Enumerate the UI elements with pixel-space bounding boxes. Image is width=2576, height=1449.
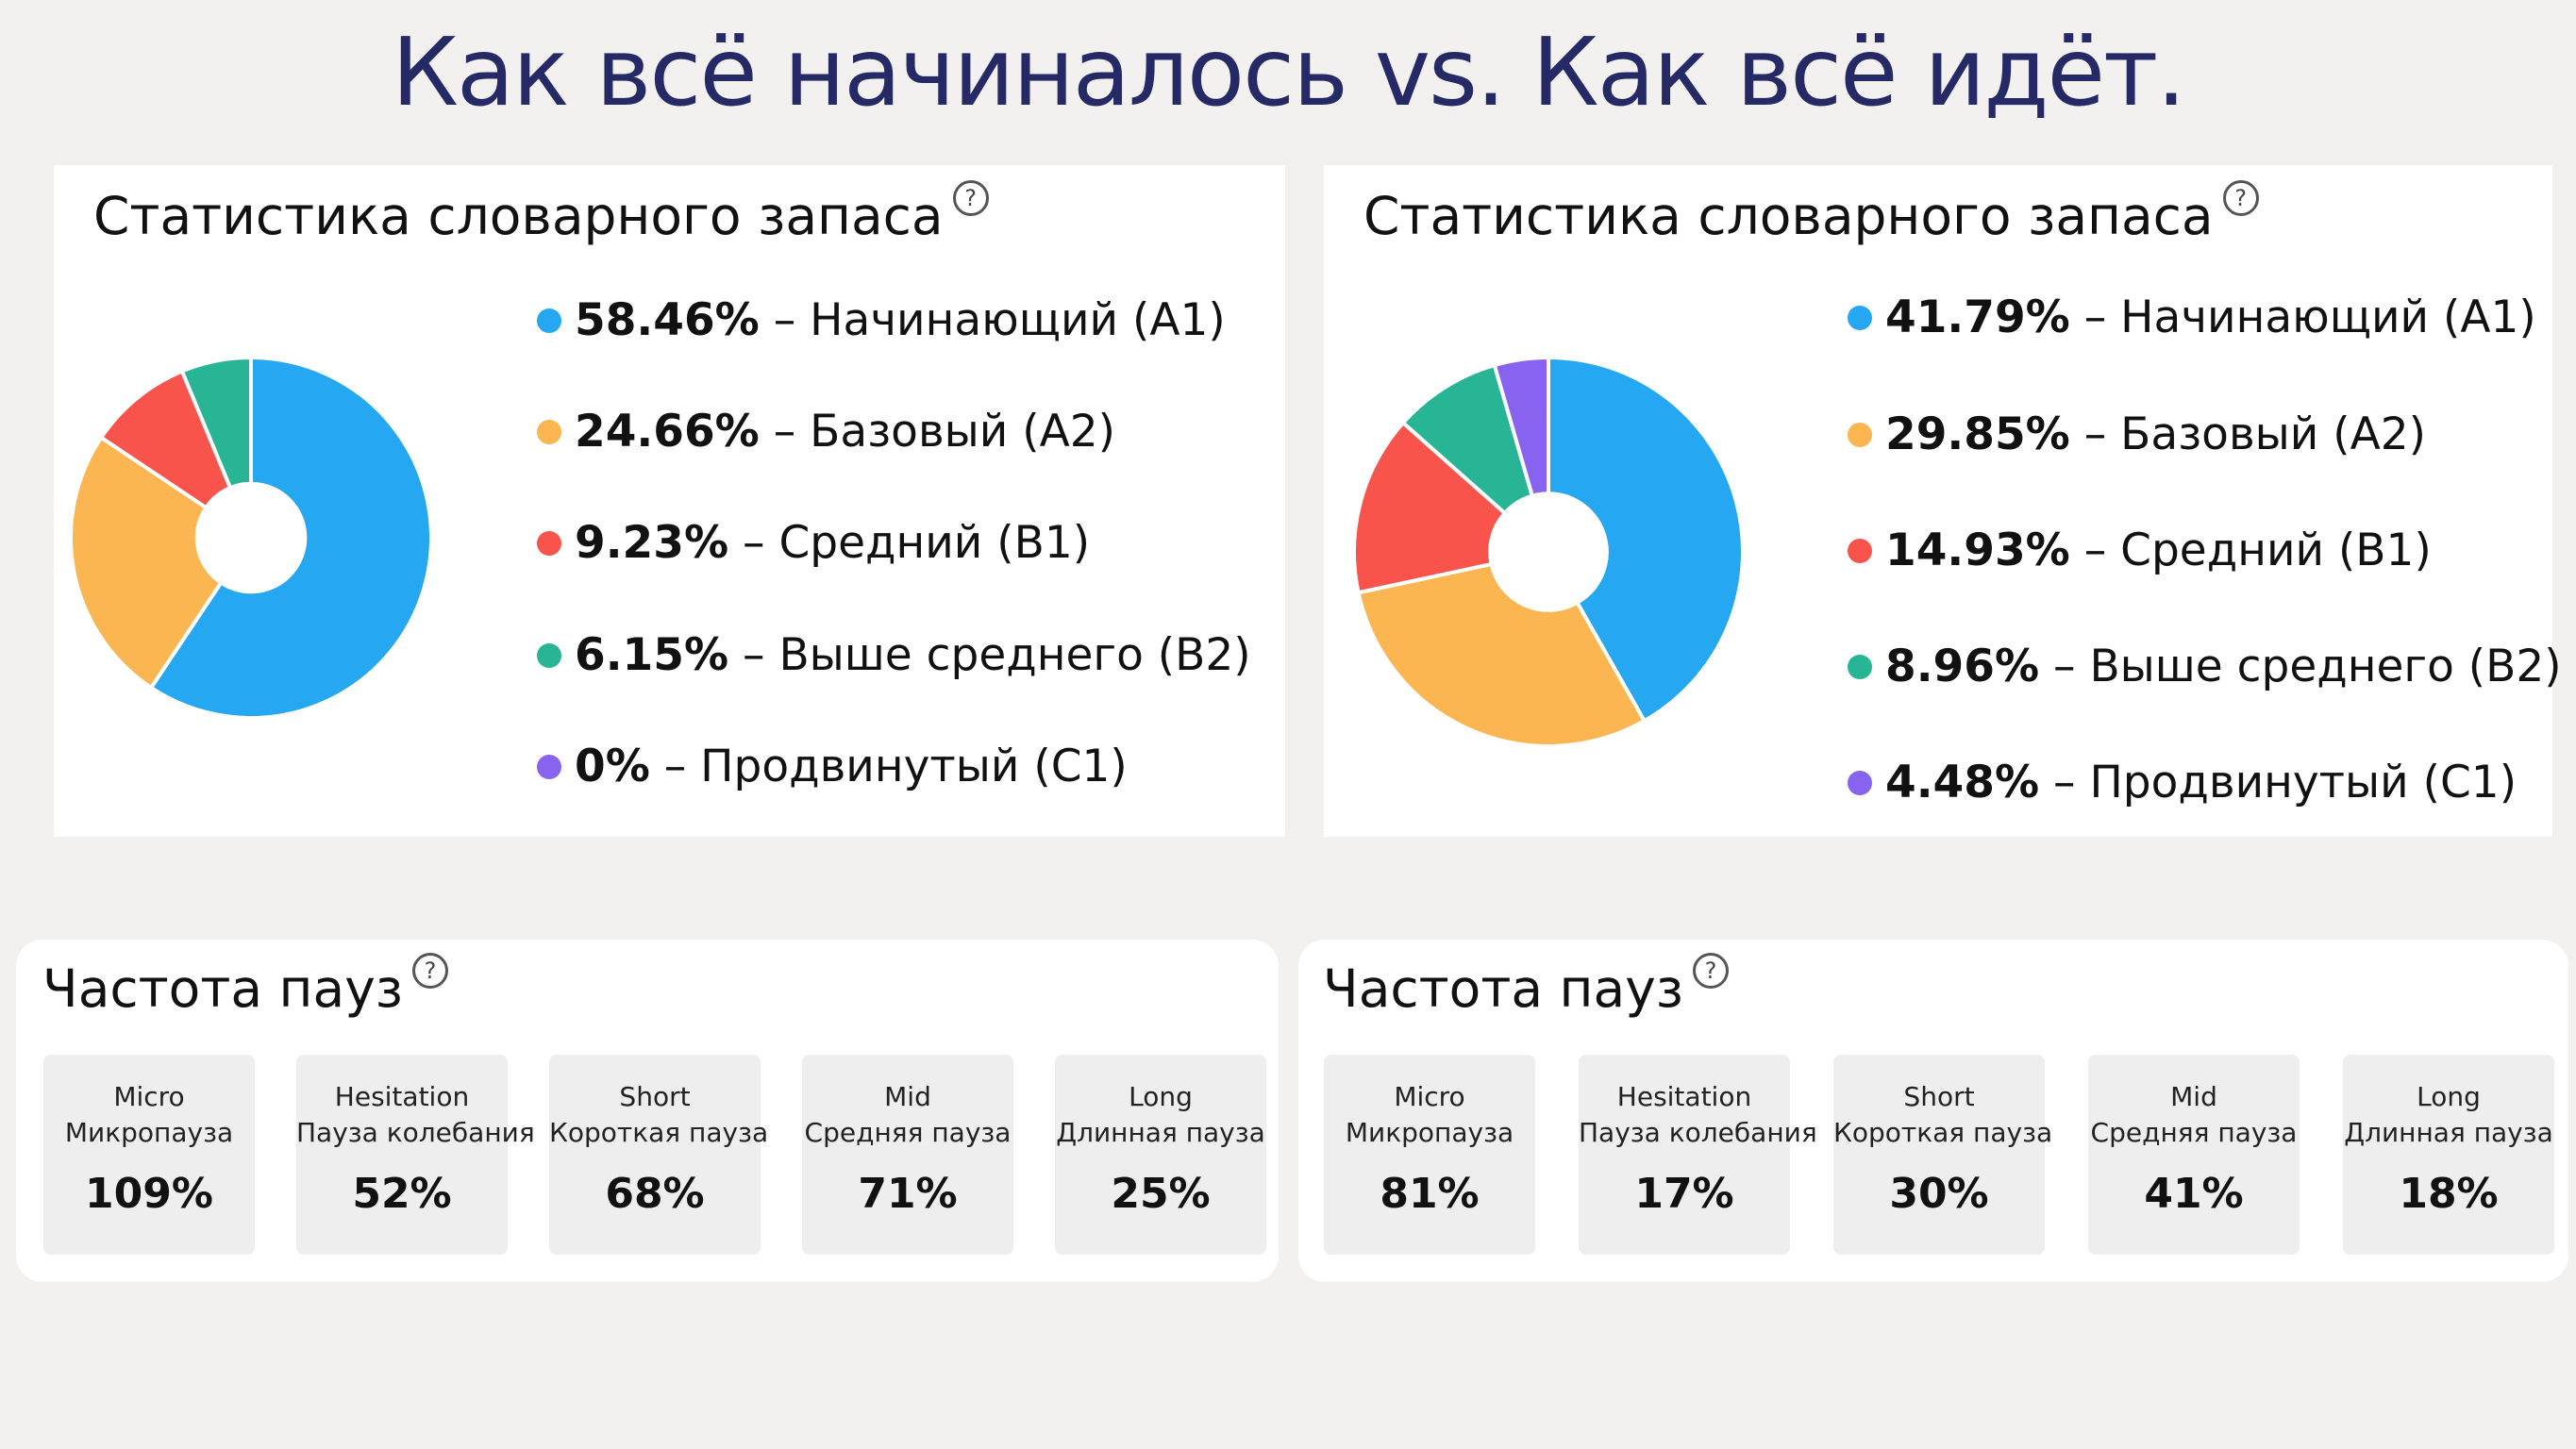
donut-slice-начинающий-a1 [1547,355,1745,724]
help-icon[interactable]: ? [2222,180,2259,216]
vocab-donut-chart-before [69,355,433,720]
pause-stat-hesitation: Hesitation Пауза колебания 52% [296,1055,535,1255]
legend-dot [537,308,561,333]
pause-stat-mid: Mid Средняя пауза 41% [2088,1055,2300,1255]
pause-frequency-card-after: Частота пауз? Micro Микропауза 81% Hesit… [1298,940,2568,1282]
legend-dot [1848,422,1872,447]
pause-frequency-card-before: Частота пауз? Micro Микропауза 109% Hesi… [16,940,1279,1282]
legend-item-a2: 24.66% – Базовый (A2) [537,404,1115,460]
donut-slice-выше-среднего-b2 [179,355,253,491]
vocab-donut-chart-after [1352,355,1745,748]
vocab-stats-title: Статистика словарного запаса? [1363,180,2259,246]
pause-stat-short: Short Короткая пауза 68% [549,1055,768,1255]
legend-item-c1: 4.48% – Продвинутый (C1) [1848,755,2517,811]
pause-stat-hesitation: Hesitation Пауза колебания 17% [1579,1055,1817,1255]
legend-dot [537,419,561,444]
legend-item-b1: 14.93% – Средний (B1) [1848,523,2432,579]
legend-item-b2: 8.96% – Выше среднего (B2) [1848,639,2562,695]
pause-stat-long: Long Длинная пауза 18% [2343,1055,2554,1255]
legend-item-b1: 9.23% – Средний (B1) [537,515,1090,572]
legend-item-a1: 41.79% – Начинающий (A1) [1848,290,2536,346]
legend-dot [1848,538,1872,563]
legend-item-a2: 29.85% – Базовый (A2) [1848,407,2426,463]
donut-slice-базовый-a2 [1356,561,1648,748]
pause-stat-micro: Micro Микропауза 81% [1324,1055,1535,1255]
legend-dot [537,754,561,779]
pause-stat-mid: Mid Средняя пауза 71% [802,1055,1013,1255]
help-icon[interactable]: ? [952,180,989,216]
pause-stat-long: Long Длинная пауза 25% [1055,1055,1266,1255]
legend-item-b2: 6.15% – Выше среднего (B2) [537,627,1251,684]
pause-frequency-title: Частота пауз? [1323,953,1730,1019]
pause-frequency-title: Частота пауз? [42,953,449,1019]
legend-item-a1: 58.46% – Начинающий (A1) [537,292,1226,349]
pause-stat-short: Short Короткая пауза 30% [1833,1055,2052,1255]
legend-dot [537,642,561,668]
legend-dot [1848,305,1872,330]
donut-slice-базовый-a2 [69,435,225,691]
help-icon[interactable]: ? [1693,953,1730,989]
legend-dot [537,530,561,556]
page-title: Как всё начиналось vs. Как всё идёт. [391,17,2186,127]
legend-dot [1848,770,1872,795]
legend-item-c1: 0% – Продвинутый (C1) [537,739,1128,795]
donut-slice-начинающий-a1 [148,355,433,720]
vocab-stats-card-before: Статистика словарного запаса? 58.46% – Н… [54,165,1285,837]
vocab-stats-title: Статистика словарного запаса? [93,180,989,246]
legend-dot [1848,654,1872,679]
vocab-stats-card-after: Статистика словарного запаса? 41.79% – Н… [1324,165,2562,837]
help-icon[interactable]: ? [412,953,449,989]
pause-stat-micro: Micro Микропауза 109% [43,1055,255,1255]
donut-slice-продвинутый-c1 [1492,355,1550,499]
donut-slice-средний-b1 [1352,420,1508,595]
